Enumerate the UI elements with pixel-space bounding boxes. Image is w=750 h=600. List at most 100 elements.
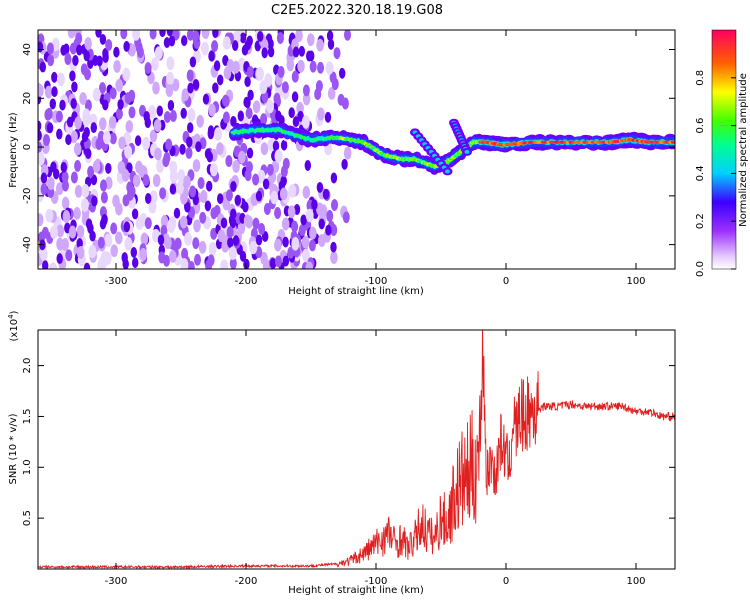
noise-blob: [63, 43, 70, 55]
colorbar-label: Normalized spectral amplitude: [738, 73, 749, 227]
noise-blob: [318, 218, 325, 230]
noise-blob: [66, 116, 74, 128]
noise-blob: [306, 50, 313, 62]
noise-blob: [90, 122, 98, 134]
noise-blob: [149, 190, 158, 204]
noise-blob: [333, 47, 341, 60]
noise-blob: [83, 262, 91, 269]
noise-blob: [140, 232, 149, 246]
noise-blob: [163, 37, 171, 49]
noise-blob: [209, 162, 218, 177]
noise-blob: [138, 164, 146, 178]
noise-blob: [309, 60, 317, 73]
noise-blob: [154, 147, 162, 161]
noise-blob: [300, 214, 307, 226]
noise-blob: [180, 107, 187, 119]
noise-blob: [261, 91, 269, 103]
noise-blob: [150, 57, 159, 71]
colorbar-tick-label: 0.6: [695, 118, 706, 134]
noise-blob: [212, 30, 219, 39]
noise-blob: [243, 214, 252, 228]
noise-blob: [186, 69, 194, 82]
noise-blob: [187, 108, 196, 122]
noise-blob: [179, 215, 188, 229]
noise-blob: [38, 130, 42, 141]
noise-blob: [206, 151, 213, 163]
noise-blob: [210, 207, 218, 220]
noise-blob: [91, 195, 98, 207]
colorbar-tick-label: 0.8: [695, 70, 706, 86]
noise-blob: [214, 127, 223, 141]
noise-blob: [122, 67, 131, 82]
noise-blob: [301, 235, 310, 249]
noise-blob: [274, 255, 282, 268]
noise-blob: [258, 222, 266, 235]
noise-blob: [132, 174, 141, 188]
noise-blob: [123, 221, 131, 233]
noise-blob: [244, 169, 252, 182]
noise-blob: [83, 50, 90, 62]
noise-blob: [39, 61, 46, 73]
noise-blob: [267, 46, 275, 58]
noise-blob: [245, 107, 253, 120]
y-tick-label: -40: [22, 236, 33, 252]
noise-blob: [180, 258, 189, 269]
noise-blob: [61, 196, 70, 210]
noise-blob: [298, 45, 305, 57]
noise-blob: [287, 246, 295, 259]
noise-blob: [232, 235, 240, 247]
noise-blob: [195, 141, 202, 153]
noise-blob: [181, 35, 188, 47]
noise-blob: [220, 217, 228, 229]
noise-blob: [61, 170, 69, 183]
noise-blob: [156, 105, 163, 117]
noise-blob: [275, 110, 282, 122]
noise-blob: [297, 110, 304, 122]
noise-blob: [152, 81, 160, 95]
noise-blob: [101, 213, 108, 225]
noise-blob: [249, 240, 258, 255]
spectrogram-y-label: Frequency (Hz): [8, 112, 19, 188]
noise-blob: [208, 50, 215, 62]
y-tick-label: 0.5: [22, 510, 33, 526]
noise-blob: [131, 208, 139, 220]
noise-blob: [327, 86, 336, 100]
snr-plot-area: [38, 330, 675, 569]
noise-blob: [92, 159, 101, 173]
noise-blob: [113, 59, 121, 73]
noise-blob: [341, 158, 348, 170]
noise-blob: [139, 247, 147, 261]
noise-blob: [44, 85, 53, 99]
noise-blob: [227, 237, 234, 248]
x-tick-label: -300: [105, 576, 128, 587]
snr-x-label: Height of straight line (km): [288, 585, 424, 596]
noise-blob: [260, 113, 268, 126]
noise-blob: [216, 142, 224, 156]
noise-blob: [168, 216, 177, 230]
noise-blob: [192, 159, 201, 173]
noise-blob: [229, 217, 237, 229]
noise-blob: [38, 120, 42, 132]
y-tick-label: 1.5: [22, 408, 33, 424]
noise-blob: [270, 257, 277, 269]
noise-blob: [202, 93, 210, 105]
noise-blob: [102, 130, 111, 145]
noise-blob: [115, 231, 123, 245]
noise-blob: [232, 159, 240, 173]
noise-blob: [85, 148, 92, 160]
noise-blob: [62, 210, 71, 223]
noise-blob: [53, 168, 60, 180]
noise-blob: [242, 201, 249, 213]
noise-blob: [153, 119, 162, 132]
colorbar-tick-label: 0.2: [695, 213, 706, 229]
noise-blob: [324, 111, 332, 123]
noise-blob: [330, 172, 338, 184]
noise-blob: [308, 239, 316, 252]
noise-blob: [217, 193, 224, 205]
noise-blob: [97, 236, 105, 249]
noise-blob: [136, 46, 144, 59]
noise-blob: [257, 30, 264, 42]
noise-blob: [288, 107, 295, 119]
noise-blob: [186, 30, 194, 41]
